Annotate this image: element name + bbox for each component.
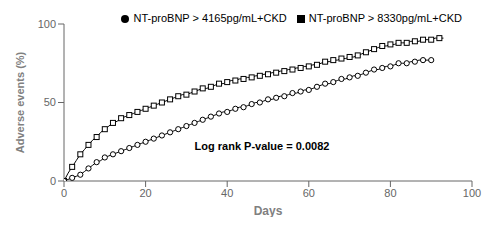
- svg-text:Log rank P-value = 0.0082: Log rank P-value = 0.0082: [195, 140, 330, 152]
- svg-text:0: 0: [61, 187, 67, 199]
- svg-text:0: 0: [50, 175, 56, 187]
- svg-text:100: 100: [38, 18, 56, 30]
- svg-text:80: 80: [384, 187, 396, 199]
- html-text:NT-proBNP > 8330pg/mL+CKD: NT-proBNP > 8330pg/mL+CKD: [308, 12, 462, 24]
- svg-text:40: 40: [221, 187, 233, 199]
- svg-text:20: 20: [139, 187, 151, 199]
- svg-text:100: 100: [463, 187, 481, 199]
- html-text:NT-proBNP > 4165pg/mL+CKD: NT-proBNP > 4165pg/mL+CKD: [133, 12, 287, 24]
- svg-text:60: 60: [303, 187, 315, 199]
- svg-text:50: 50: [44, 96, 56, 108]
- svg-text:Adverse events (%): Adverse events (%): [14, 51, 26, 153]
- svg-text:Days: Days: [254, 204, 283, 217]
